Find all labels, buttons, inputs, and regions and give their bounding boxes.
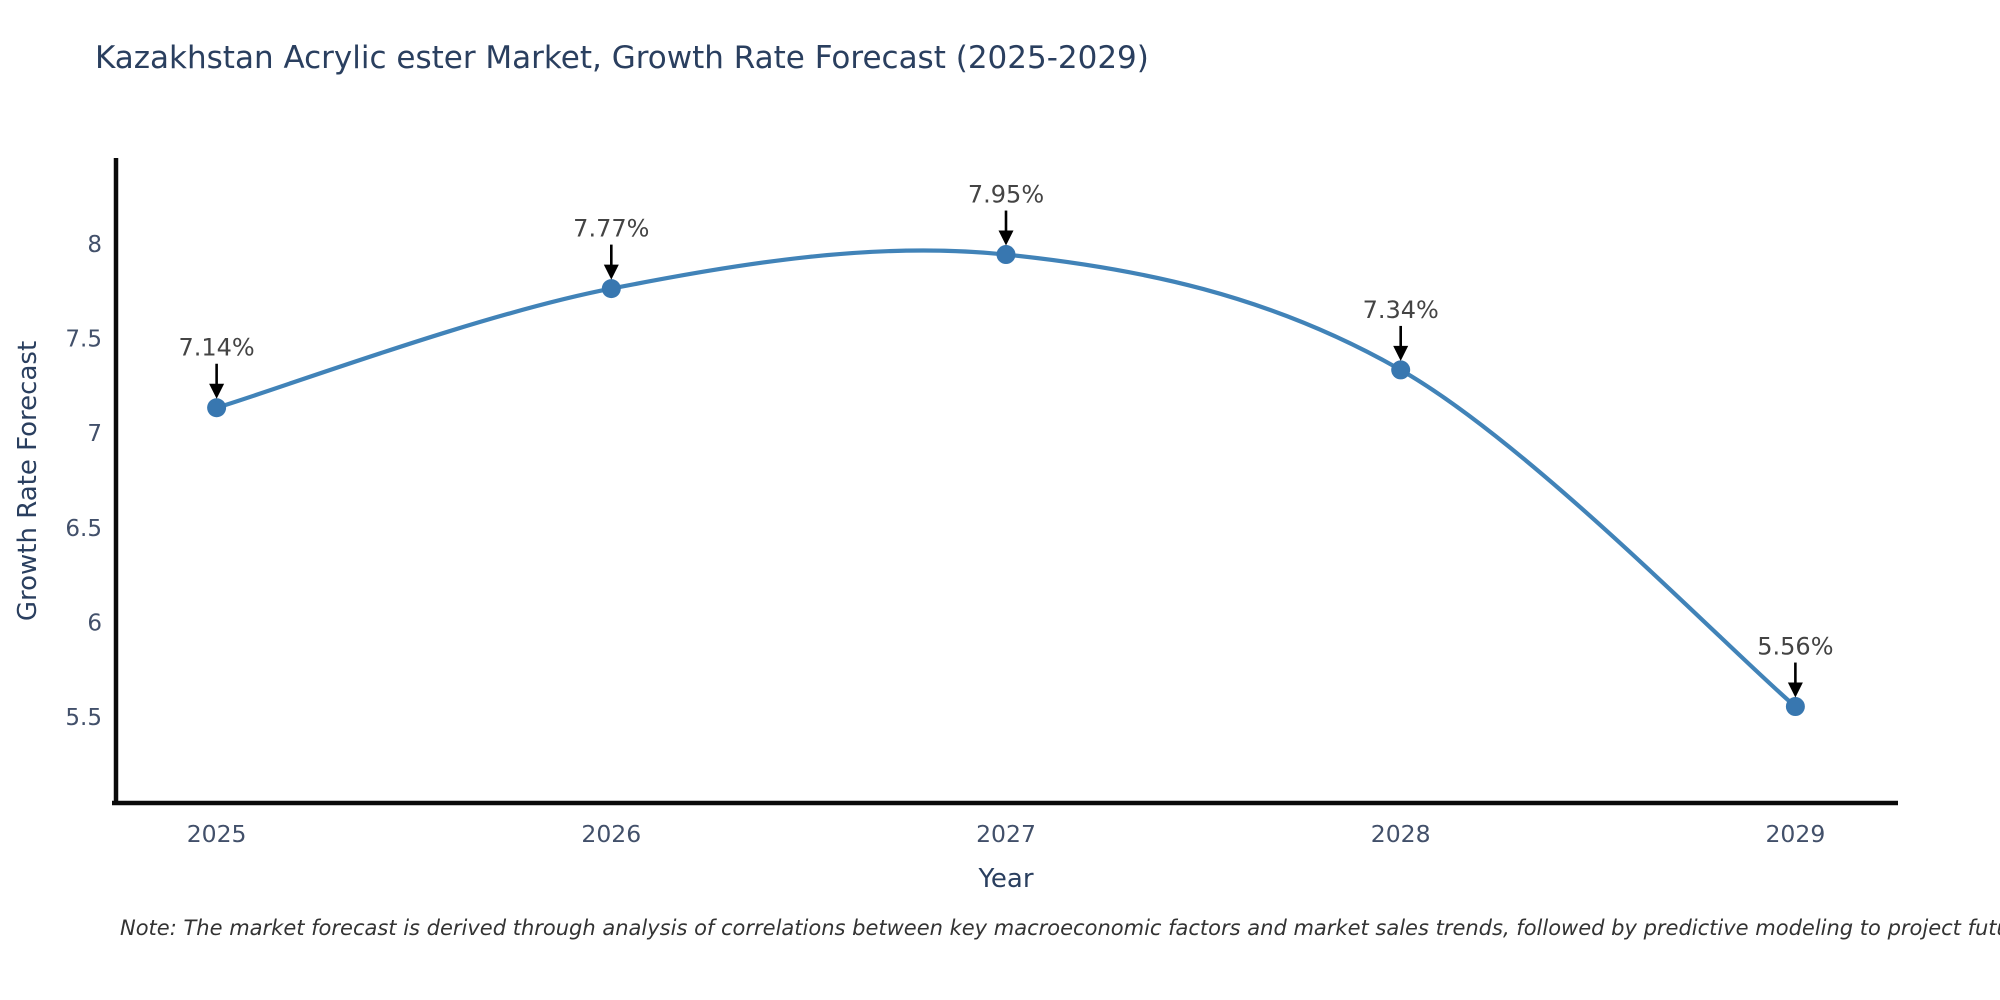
data-point-marker[interactable] [1785, 697, 1805, 717]
x-tick-label: 2027 [976, 820, 1036, 848]
data-point-marker[interactable] [207, 398, 227, 418]
chart-title: Kazakhstan Acrylic ester Market, Growth … [95, 40, 1149, 76]
y-tick-label: 5.5 [65, 705, 102, 731]
x-tick-label: 2025 [187, 820, 247, 848]
annotation-label: 5.56% [1757, 633, 1833, 661]
chart-footnote: Note: The market forecast is derived thr… [120, 916, 2000, 940]
y-tick-label: 6 [87, 610, 102, 636]
annotation-arrow-head [209, 383, 225, 399]
x-tick-label: 2029 [1765, 820, 1825, 848]
annotation-arrow-head [998, 230, 1014, 246]
x-tick-label: 2028 [1371, 820, 1431, 848]
annotation-label: 7.34% [1363, 296, 1439, 324]
annotation-label: 7.95% [968, 181, 1044, 209]
data-point-marker[interactable] [996, 245, 1016, 265]
annotation-arrow-head [1393, 345, 1409, 361]
y-tick-label: 7.5 [65, 327, 102, 353]
x-axis-title: Year [977, 864, 1033, 894]
y-tick-label: 8 [87, 232, 102, 258]
annotation-label: 7.14% [178, 334, 254, 362]
annotation-arrow-head [1787, 682, 1803, 698]
x-tick-label: 2026 [581, 820, 641, 848]
data-point-marker[interactable] [1391, 360, 1411, 380]
annotation-arrow-head [603, 264, 619, 280]
data-point-marker[interactable] [601, 279, 621, 299]
y-axis-title: Growth Rate Forecast [13, 341, 43, 621]
growth-rate-line [214, 248, 1798, 709]
annotation-label: 7.77% [573, 215, 649, 243]
y-tick-label: 6.5 [65, 516, 102, 542]
y-tick-label: 7 [87, 421, 102, 447]
